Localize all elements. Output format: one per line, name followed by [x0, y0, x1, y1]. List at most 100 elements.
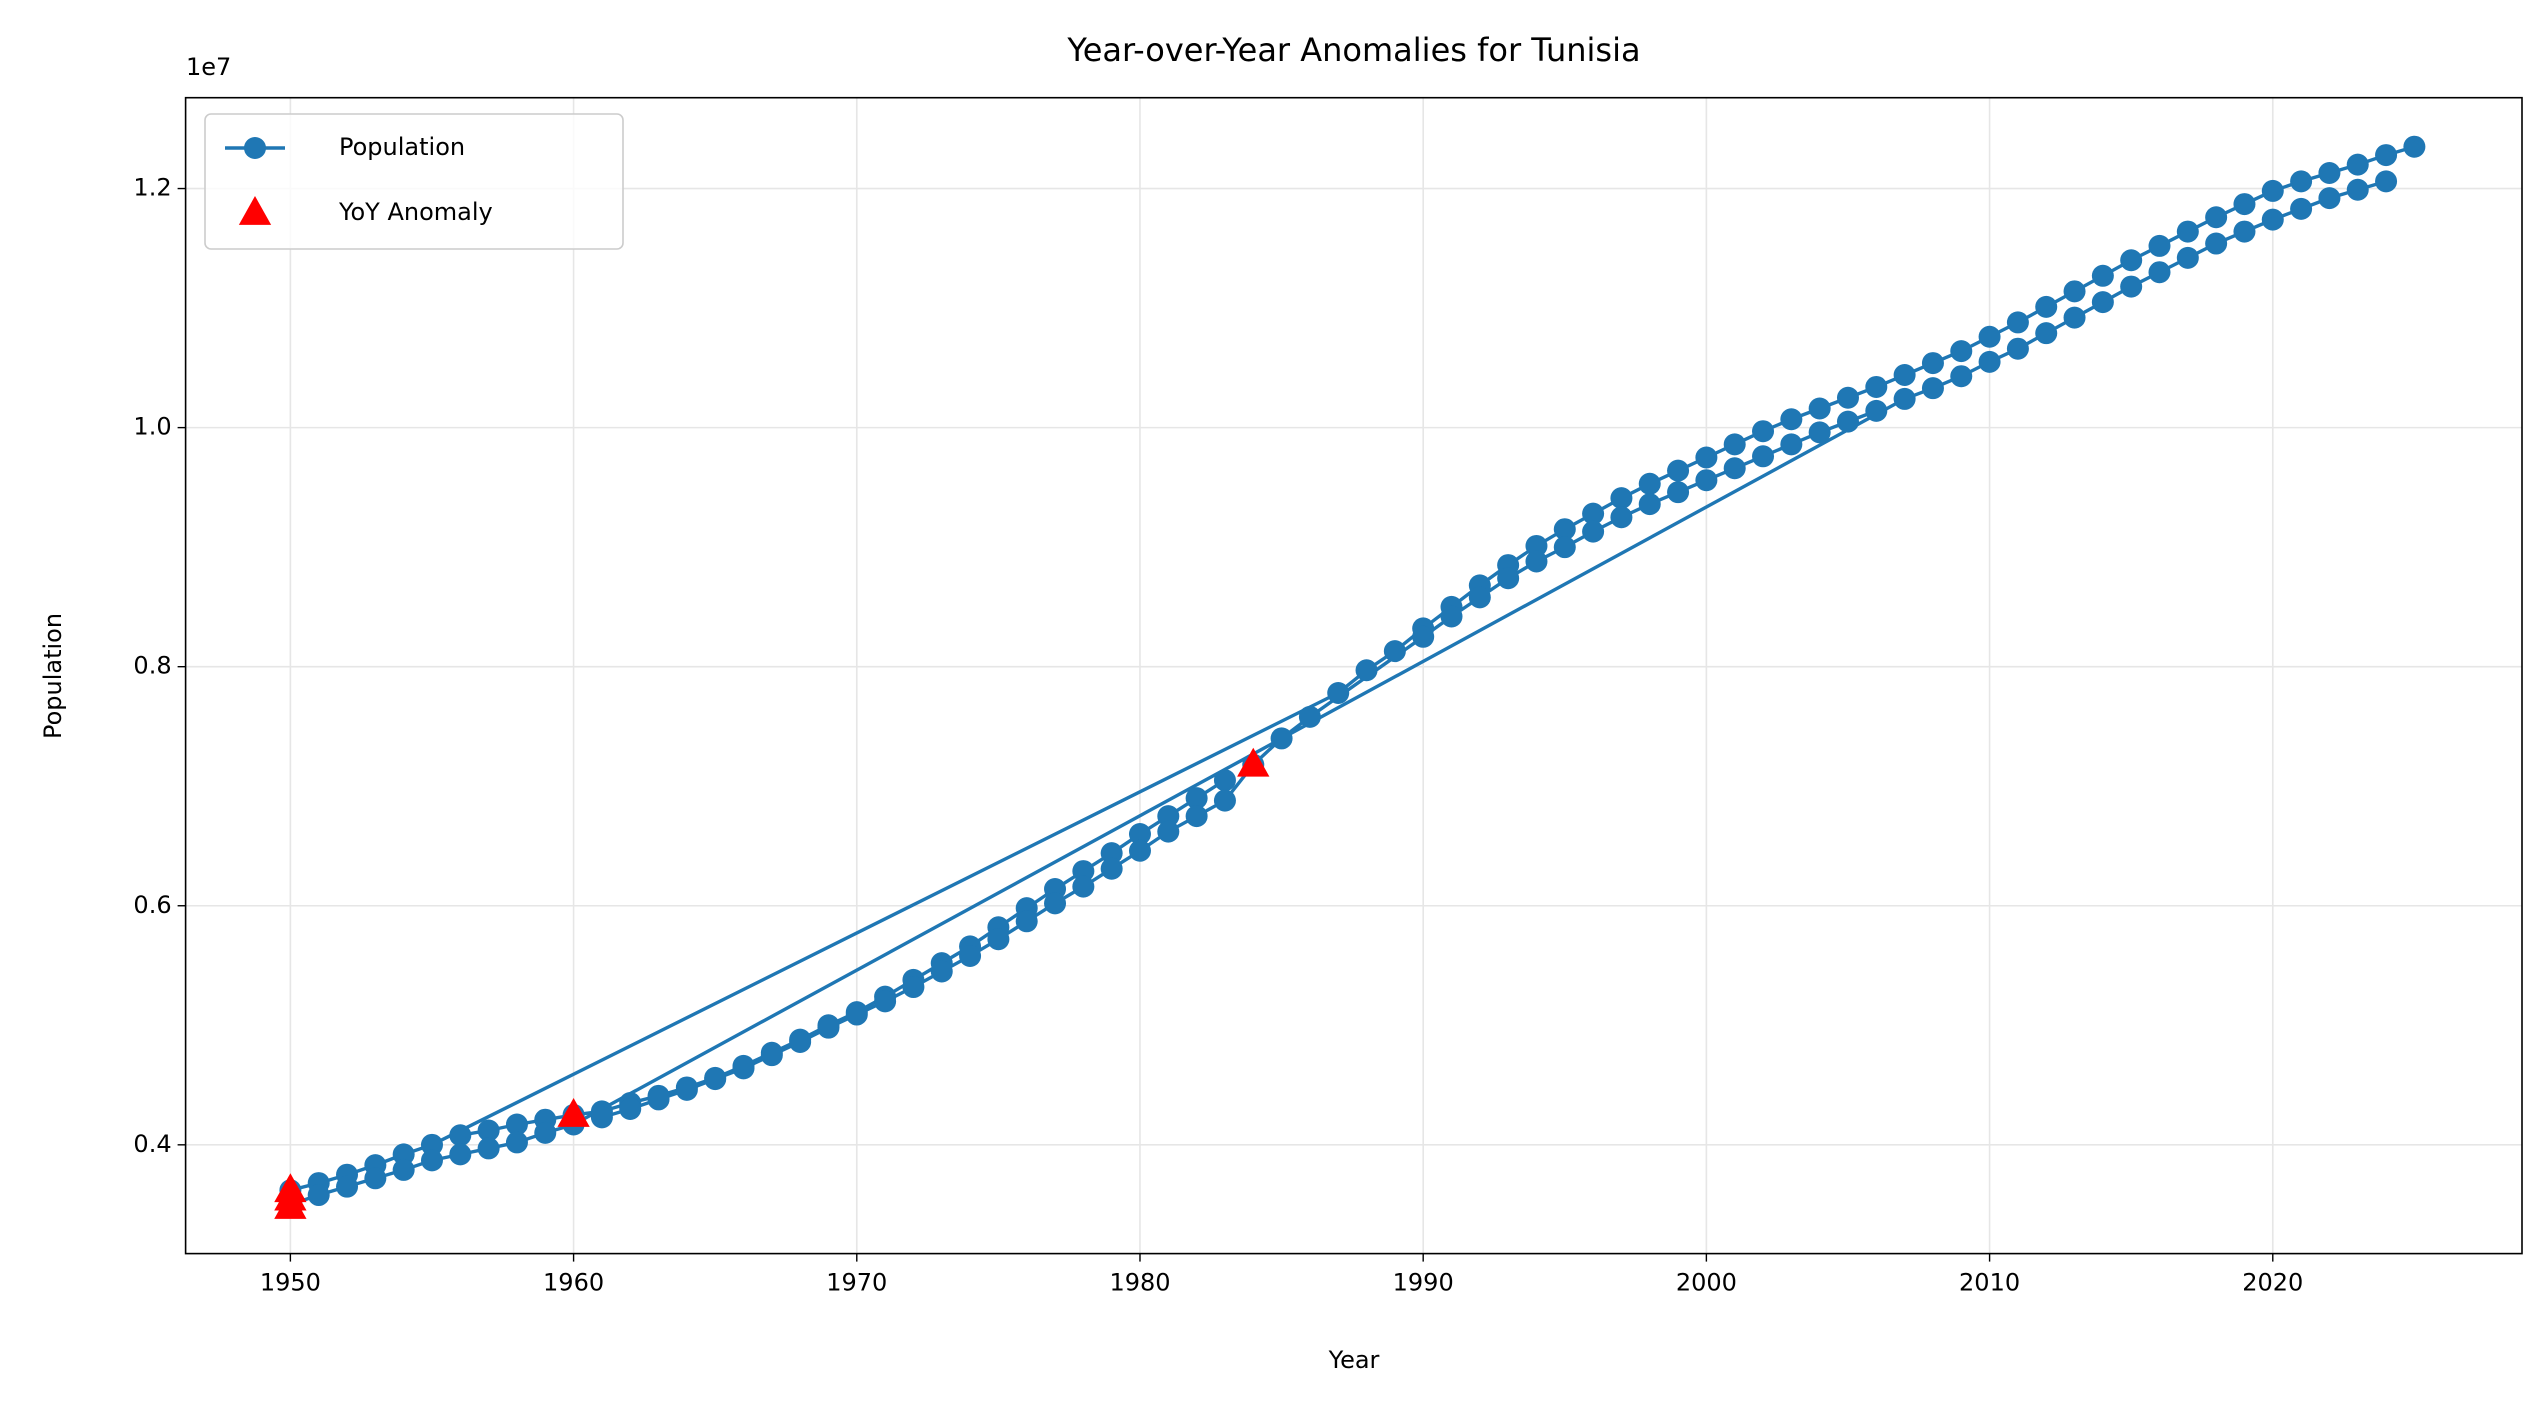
point	[1978, 350, 2001, 373]
x-axis-label: Year	[1328, 1346, 1380, 1374]
point	[2346, 153, 2369, 176]
point	[1128, 839, 1151, 862]
point	[845, 1003, 868, 1026]
point	[392, 1143, 415, 1166]
point	[2318, 162, 2341, 185]
point	[1723, 433, 1746, 456]
point	[732, 1057, 755, 1080]
point	[477, 1137, 500, 1160]
point	[1440, 605, 1463, 628]
point	[2318, 187, 2341, 210]
point	[1497, 567, 1520, 590]
x-tick-label: 1970	[826, 1269, 887, 1297]
y-offset-label: 1e7	[186, 53, 231, 81]
point	[2176, 246, 2199, 269]
point	[2176, 220, 2199, 243]
anomaly-marker	[1237, 747, 1270, 777]
point	[477, 1119, 500, 1142]
y-tick-label: 1.0	[133, 413, 171, 441]
point	[1836, 386, 1859, 409]
point	[1978, 325, 2001, 348]
chart-title: Year-over-Year Anomalies for Tunisia	[1066, 31, 1640, 69]
point	[1525, 534, 1548, 557]
point	[817, 1016, 840, 1039]
y-tick-label: 1.2	[133, 174, 171, 202]
point	[2006, 311, 2029, 334]
point	[902, 976, 925, 999]
y-tick-label: 0.4	[133, 1130, 171, 1158]
point	[1780, 433, 1803, 456]
point	[2261, 208, 2284, 231]
x-tick-label: 1950	[260, 1269, 321, 1297]
point	[1950, 365, 1973, 388]
point	[1327, 681, 1350, 704]
y-tick-label: 0.6	[133, 891, 171, 919]
legend-label: YoY Anomaly	[338, 198, 493, 226]
point	[1695, 469, 1718, 492]
point	[1610, 506, 1633, 529]
point	[2120, 275, 2143, 298]
point	[1383, 640, 1406, 663]
point	[1072, 860, 1095, 883]
point	[1836, 410, 1859, 433]
point	[1100, 857, 1123, 880]
legend-marker	[238, 196, 272, 225]
point	[2261, 179, 2284, 202]
point	[2233, 193, 2256, 216]
point	[2233, 220, 2256, 243]
point	[1412, 625, 1435, 648]
point	[2205, 232, 2228, 255]
point	[336, 1175, 359, 1198]
point	[1072, 875, 1095, 898]
point	[2375, 144, 2398, 167]
point	[874, 990, 897, 1013]
legend-box	[204, 113, 624, 250]
point	[1213, 789, 1236, 812]
point	[2205, 206, 2228, 229]
point	[647, 1088, 670, 1111]
point	[1298, 705, 1321, 728]
point	[1185, 787, 1208, 810]
point	[2290, 170, 2313, 193]
point	[1553, 518, 1576, 541]
point	[420, 1133, 443, 1156]
point	[1468, 586, 1491, 609]
point	[675, 1078, 698, 1101]
point	[1525, 550, 1548, 573]
point	[1921, 352, 1944, 375]
point	[2063, 306, 2086, 329]
x-tick-label: 2010	[1959, 1269, 2020, 1297]
point	[505, 1131, 528, 1154]
point	[1752, 445, 1775, 468]
point	[2006, 337, 2029, 360]
point	[1638, 472, 1661, 495]
legend-label: Population	[339, 133, 465, 161]
point	[1157, 820, 1180, 843]
point	[2035, 322, 2058, 345]
x-tick-label: 1960	[543, 1269, 604, 1297]
point	[364, 1167, 387, 1190]
point	[619, 1097, 642, 1120]
x-tick-label: 2000	[1676, 1269, 1737, 1297]
point	[2035, 295, 2058, 318]
point	[2120, 249, 2143, 272]
point	[1667, 481, 1690, 504]
point	[1044, 892, 1067, 915]
point	[505, 1113, 528, 1136]
point	[2346, 178, 2369, 201]
point	[1213, 769, 1236, 792]
point	[1921, 377, 1944, 400]
point	[1128, 823, 1151, 846]
point	[2290, 197, 2313, 220]
point	[2148, 261, 2171, 284]
point	[420, 1149, 443, 1172]
point	[1355, 659, 1378, 682]
point	[930, 960, 953, 983]
point	[2091, 264, 2114, 287]
point	[2375, 170, 2398, 193]
point	[1808, 421, 1831, 444]
point	[987, 928, 1010, 951]
point	[1865, 399, 1888, 422]
x-tick-label: 1980	[1109, 1269, 1170, 1297]
